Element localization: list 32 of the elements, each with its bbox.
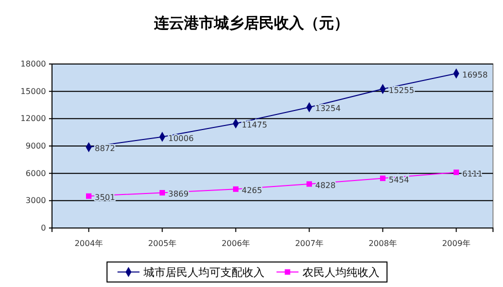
point: [233, 186, 238, 192]
point: [160, 190, 165, 196]
point: [454, 170, 459, 176]
data-label: 8872: [94, 144, 116, 154]
data-label: 10006: [168, 134, 194, 143]
y-tick-label: 0: [40, 224, 46, 233]
y-tick-label: 15000: [20, 86, 46, 96]
y-tick-label: 9000: [26, 142, 46, 151]
y-tick-label: 6000: [26, 168, 46, 178]
point: [86, 193, 92, 199]
x-tick-label: 2004年: [74, 239, 103, 248]
data-label: 3869: [168, 190, 189, 199]
data-label: 4265: [242, 186, 262, 196]
chart-title: 连云港市城乡居民收入（元）: [153, 14, 349, 32]
y-tick-label: 3000: [26, 196, 46, 206]
data-label: 16958: [462, 70, 488, 80]
x-tick-label: 2006年: [222, 239, 250, 248]
data-label: 3501: [94, 193, 116, 202]
data-label: 5454: [388, 175, 410, 184]
data-label: 13254: [315, 104, 341, 114]
y-tick-label: 18000: [20, 60, 46, 69]
legend-label: 农民人均纯收入: [302, 266, 380, 279]
point: [380, 176, 386, 182]
y-tick-label: 12000: [20, 114, 46, 124]
data-label: 4828: [315, 181, 336, 190]
point: [306, 181, 312, 187]
legend-label: 城市居民人均可支配收入: [142, 266, 264, 279]
x-tick-label: 2007年: [295, 239, 324, 248]
x-tick-label: 2008年: [368, 239, 397, 248]
data-label: 11475: [242, 120, 268, 130]
x-tick-label: 2009年: [442, 239, 470, 248]
x-tick-label: 2005年: [148, 239, 176, 248]
